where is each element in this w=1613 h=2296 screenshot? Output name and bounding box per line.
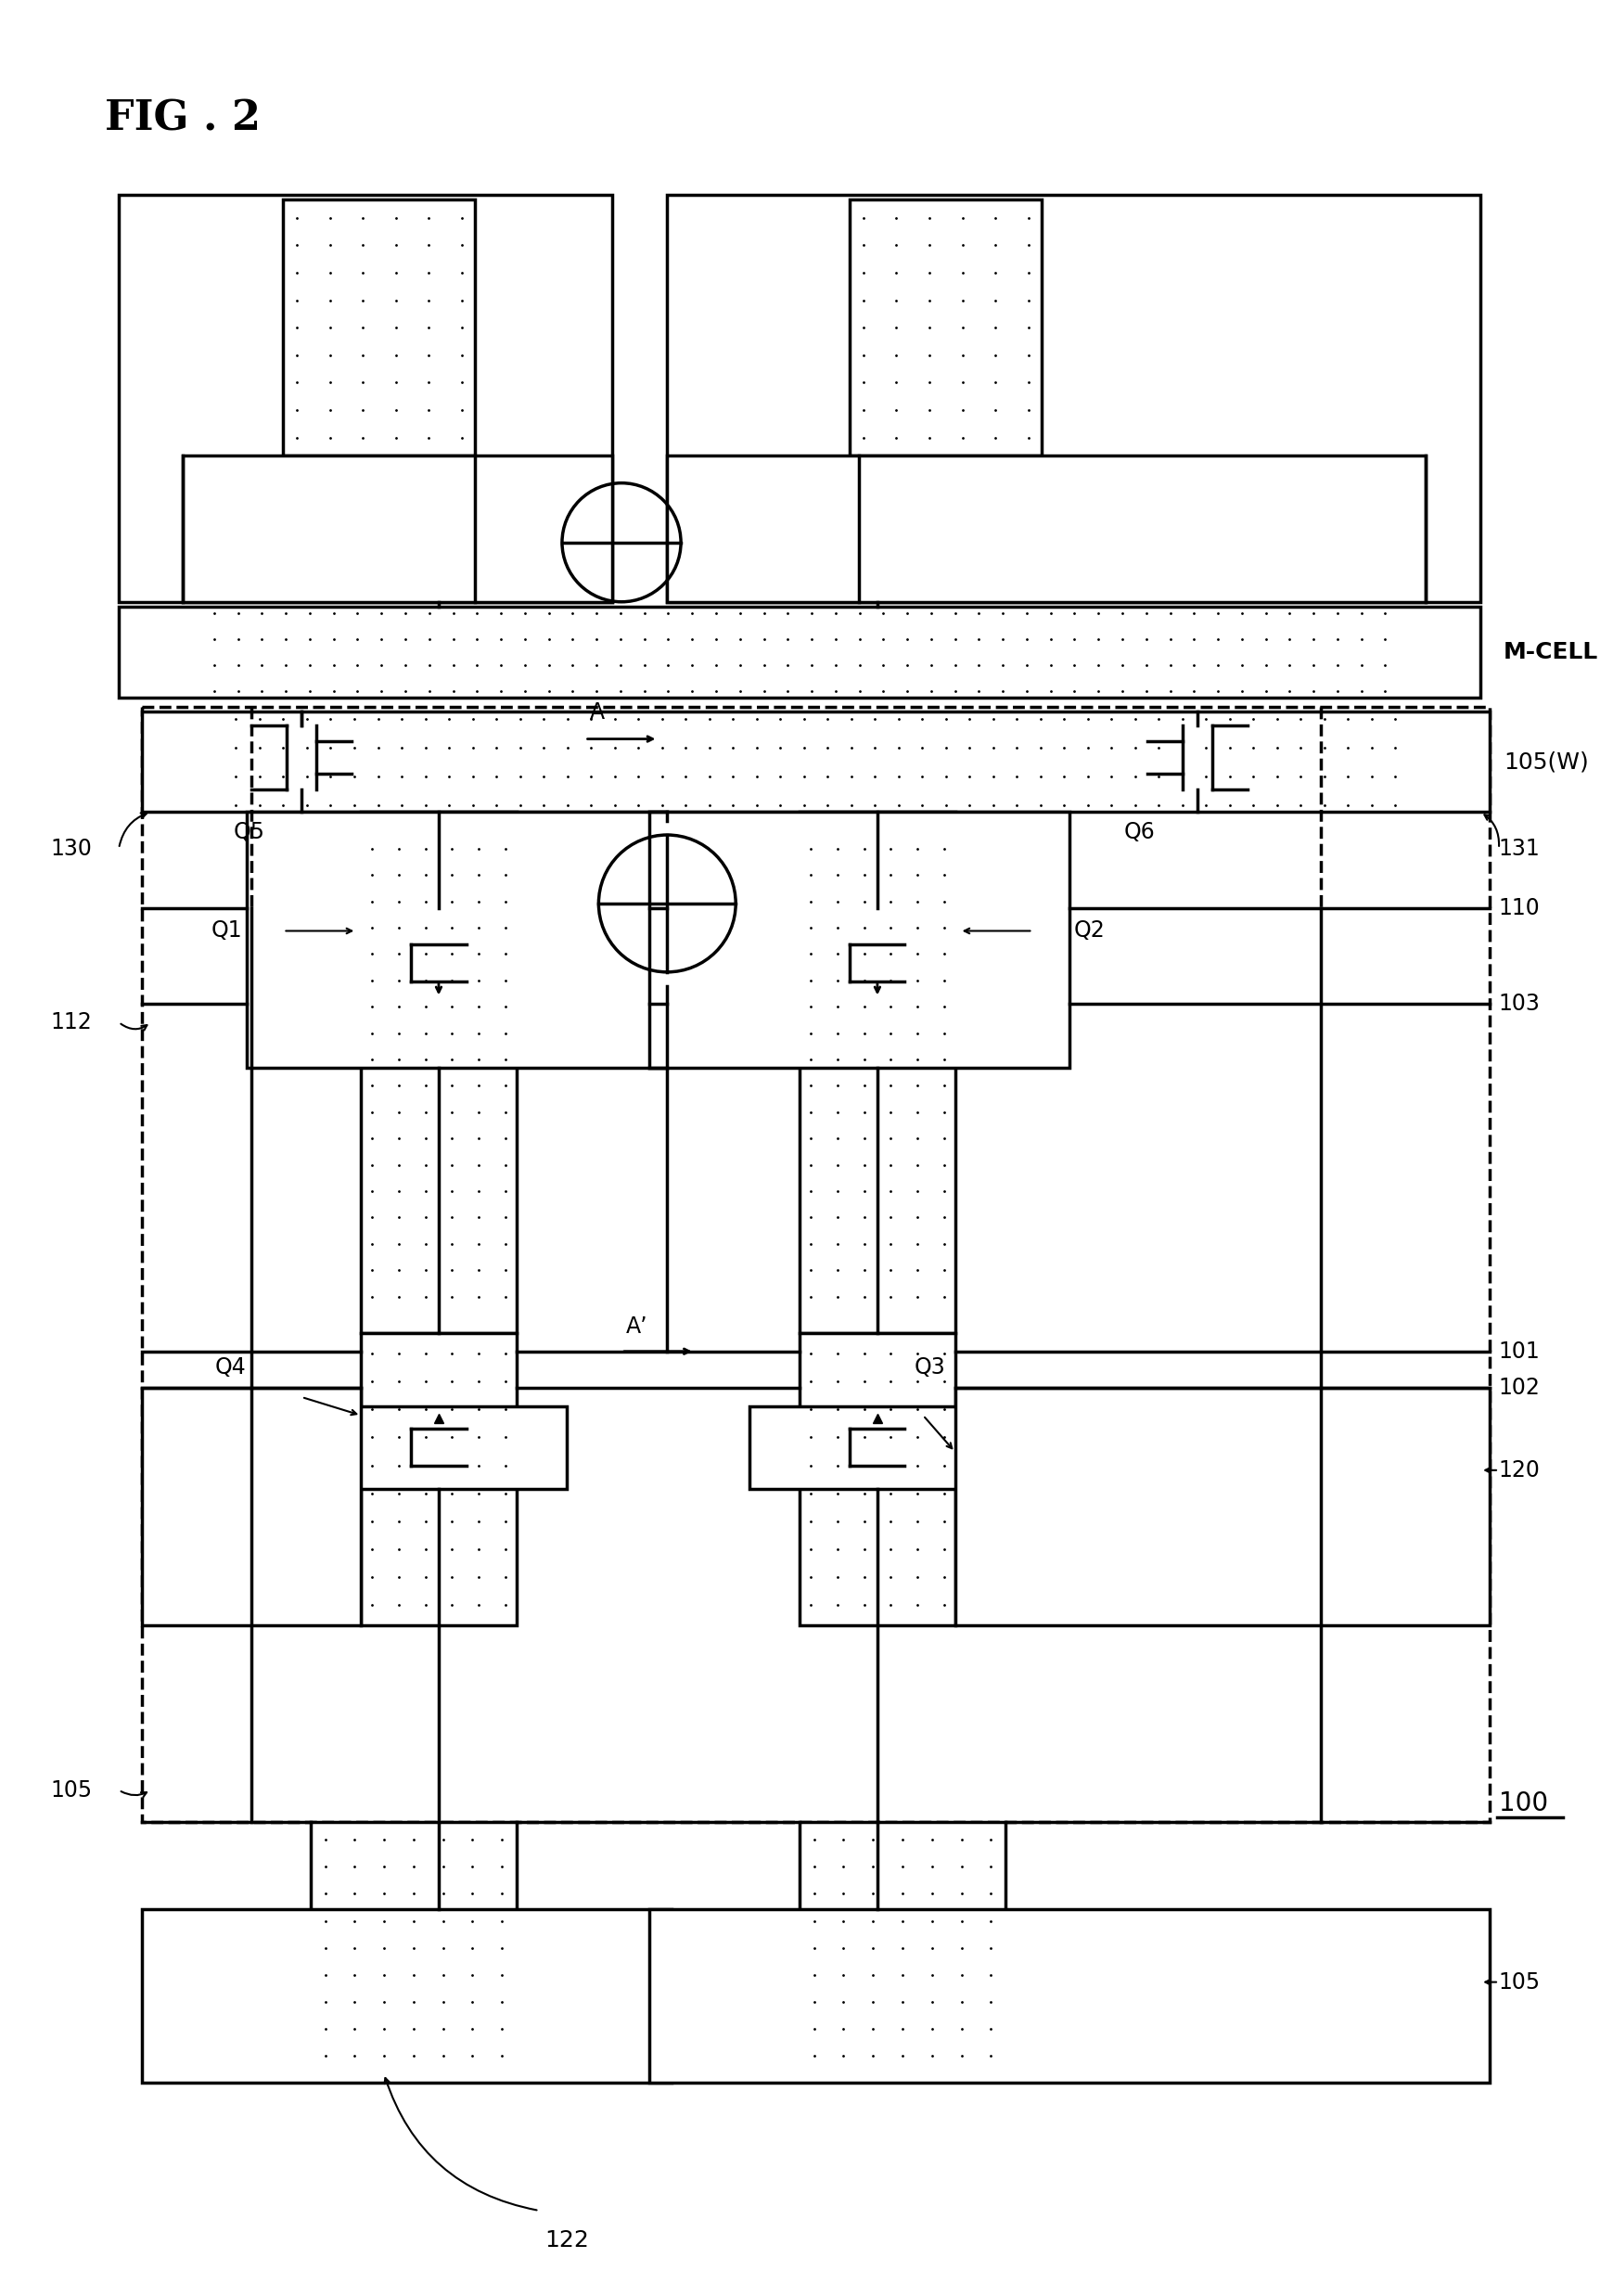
Text: 120: 120 (1498, 1458, 1540, 1481)
Text: Q6: Q6 (1124, 822, 1155, 843)
Text: 112: 112 (50, 1010, 92, 1033)
Text: Q3: Q3 (915, 1357, 945, 1380)
Text: 130: 130 (50, 838, 92, 859)
Bar (119, 606, 1481, 698)
Bar (311, 1405, 566, 1488)
Text: 105: 105 (1498, 1970, 1540, 1993)
Text: 122: 122 (545, 2229, 589, 2250)
Bar (361, 1334, 516, 1626)
Bar (648, 813, 1069, 1068)
Bar (247, 813, 668, 1068)
Text: 100: 100 (1498, 1791, 1548, 1816)
Bar (142, 1389, 361, 1626)
Bar (850, 200, 1042, 455)
Bar (800, 813, 955, 1334)
Text: Q5: Q5 (232, 822, 265, 843)
Bar (119, 195, 613, 602)
Bar (668, 195, 1481, 602)
Text: 102: 102 (1498, 1378, 1540, 1398)
Text: A’: A’ (626, 1316, 648, 1339)
Text: 105: 105 (50, 1779, 92, 1802)
Bar (800, 1334, 955, 1626)
Bar (142, 1908, 671, 2082)
Bar (750, 1405, 1005, 1488)
Bar (284, 200, 476, 455)
Text: A: A (589, 700, 605, 723)
Bar (586, 822, 750, 985)
Text: 101: 101 (1498, 1341, 1540, 1362)
Text: 105(W): 105(W) (1503, 751, 1589, 774)
Bar (142, 712, 1490, 813)
Bar (648, 1908, 1490, 2082)
Text: FIG . 2: FIG . 2 (105, 99, 261, 140)
Bar (955, 1389, 1490, 1626)
Bar (142, 707, 1490, 1823)
Text: M-CELL: M-CELL (1503, 641, 1598, 664)
Text: 110: 110 (1498, 898, 1540, 918)
Text: Q4: Q4 (215, 1357, 247, 1380)
Bar (182, 455, 613, 602)
Bar (668, 455, 1426, 602)
Text: Q1: Q1 (211, 921, 242, 941)
Bar (800, 1823, 1005, 2073)
Text: 103: 103 (1498, 992, 1540, 1015)
Bar (361, 813, 516, 1334)
Text: 131: 131 (1498, 838, 1540, 859)
Bar (311, 1823, 516, 2073)
Bar (311, 921, 566, 1003)
Bar (750, 921, 1005, 1003)
Text: Q2: Q2 (1074, 921, 1105, 941)
